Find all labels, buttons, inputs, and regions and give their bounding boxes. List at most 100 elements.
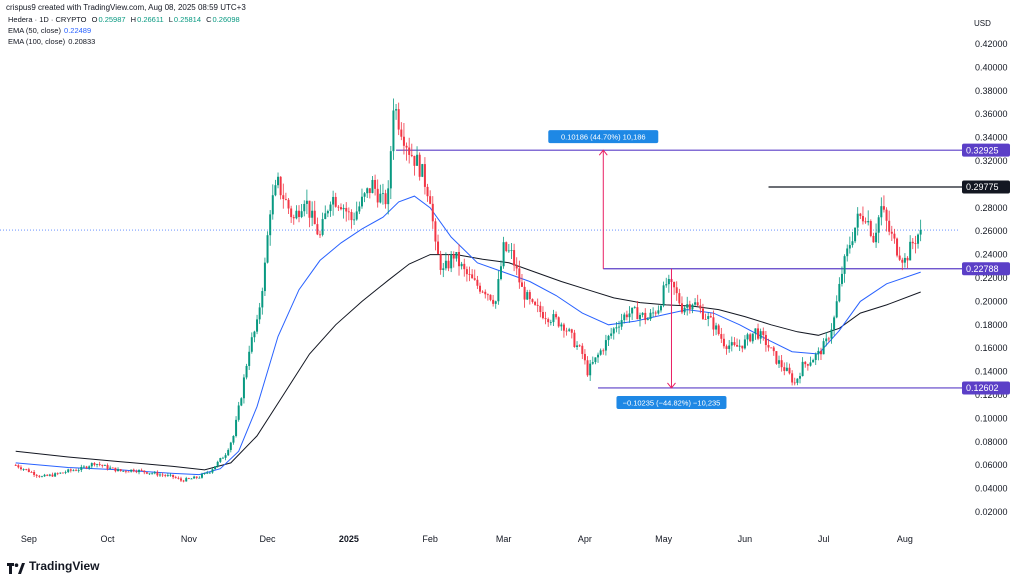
- candle-body[interactable]: [145, 472, 148, 474]
- candle-body[interactable]: [476, 279, 479, 286]
- candle-body[interactable]: [631, 307, 634, 314]
- candle-body[interactable]: [345, 207, 348, 212]
- candle-body[interactable]: [749, 334, 752, 342]
- candle-body[interactable]: [528, 292, 531, 300]
- candle-body[interactable]: [214, 466, 217, 470]
- candle-body[interactable]: [82, 466, 85, 468]
- candle-body[interactable]: [835, 301, 838, 318]
- candle-body[interactable]: [712, 317, 715, 330]
- candle-body[interactable]: [649, 312, 652, 320]
- candle-body[interactable]: [854, 227, 857, 242]
- candle-body[interactable]: [284, 199, 287, 200]
- candle-body[interactable]: [444, 260, 447, 269]
- candle-body[interactable]: [615, 327, 618, 329]
- candle-body[interactable]: [287, 199, 290, 209]
- candle-body[interactable]: [877, 217, 880, 233]
- candle-body[interactable]: [901, 259, 904, 263]
- candle-body[interactable]: [896, 238, 899, 256]
- candle-body[interactable]: [764, 334, 767, 346]
- candle-body[interactable]: [111, 467, 114, 469]
- candle-body[interactable]: [96, 464, 99, 465]
- candle-body[interactable]: [405, 145, 408, 148]
- candle-body[interactable]: [429, 196, 432, 204]
- candle-body[interactable]: [400, 129, 403, 137]
- candle-body[interactable]: [738, 345, 741, 347]
- candle-body[interactable]: [350, 212, 353, 221]
- candle-body[interactable]: [494, 301, 497, 304]
- candle-body[interactable]: [269, 214, 272, 236]
- candle-body[interactable]: [397, 109, 400, 130]
- candle-body[interactable]: [229, 442, 232, 450]
- candle-body[interactable]: [353, 219, 356, 221]
- candle-body[interactable]: [610, 333, 613, 336]
- candle-body[interactable]: [329, 204, 332, 212]
- candle-body[interactable]: [114, 467, 117, 472]
- candle-body[interactable]: [324, 213, 327, 220]
- candle-body[interactable]: [840, 273, 843, 284]
- candle-body[interactable]: [728, 345, 731, 349]
- candle-body[interactable]: [439, 253, 442, 270]
- candle-body[interactable]: [263, 262, 266, 292]
- candle-body[interactable]: [266, 235, 269, 263]
- candle-body[interactable]: [72, 470, 75, 472]
- candle-body[interactable]: [421, 164, 424, 177]
- candle-body[interactable]: [187, 478, 190, 479]
- candle-body[interactable]: [919, 230, 922, 235]
- candle-body[interactable]: [235, 419, 238, 436]
- candle-body[interactable]: [875, 232, 878, 243]
- candle-body[interactable]: [549, 322, 552, 323]
- candle-body[interactable]: [19, 467, 22, 470]
- candle-body[interactable]: [555, 314, 558, 318]
- candle-body[interactable]: [772, 347, 775, 352]
- candle-body[interactable]: [526, 292, 529, 300]
- candle-body[interactable]: [869, 221, 872, 236]
- candle-body[interactable]: [759, 331, 762, 339]
- candle-body[interactable]: [599, 350, 602, 355]
- candle-body[interactable]: [319, 234, 321, 236]
- candle-body[interactable]: [392, 110, 395, 152]
- candle-body[interactable]: [17, 465, 20, 468]
- candle-body[interactable]: [730, 342, 733, 346]
- candle-body[interactable]: [885, 209, 888, 221]
- candle-body[interactable]: [347, 211, 350, 213]
- candle-body[interactable]: [754, 328, 757, 334]
- candle-body[interactable]: [431, 203, 434, 222]
- candle-body[interactable]: [101, 464, 104, 466]
- candle-body[interactable]: [452, 254, 455, 259]
- candle-body[interactable]: [534, 301, 537, 305]
- candle-body[interactable]: [796, 378, 799, 383]
- candle-body[interactable]: [159, 474, 161, 476]
- candle-body[interactable]: [98, 464, 101, 465]
- candle-body[interactable]: [822, 341, 825, 355]
- candle-body[interactable]: [547, 319, 550, 323]
- candle-body[interactable]: [872, 235, 875, 243]
- candle-body[interactable]: [778, 360, 781, 364]
- candle-body[interactable]: [492, 299, 495, 304]
- candle-body[interactable]: [313, 210, 316, 225]
- candle-body[interactable]: [489, 294, 492, 300]
- candle-body[interactable]: [395, 109, 398, 111]
- candle-body[interactable]: [880, 206, 883, 218]
- candle-body[interactable]: [135, 471, 138, 473]
- candle-body[interactable]: [242, 377, 245, 399]
- candle-body[interactable]: [618, 326, 621, 328]
- candle-body[interactable]: [174, 477, 177, 478]
- ema50-legend[interactable]: EMA (50, close) 0.22489: [8, 26, 91, 36]
- candle-body[interactable]: [237, 405, 240, 420]
- candle-body[interactable]: [418, 154, 421, 177]
- candle-body[interactable]: [232, 435, 235, 443]
- candle-body[interactable]: [484, 291, 487, 295]
- candle-body[interactable]: [793, 382, 796, 384]
- candle-body[interactable]: [290, 208, 293, 218]
- candle-body[interactable]: [641, 312, 644, 315]
- candle-body[interactable]: [722, 338, 725, 347]
- candle-body[interactable]: [182, 480, 185, 482]
- candle-body[interactable]: [473, 278, 476, 280]
- candle-body[interactable]: [59, 472, 62, 474]
- candle-body[interactable]: [148, 473, 151, 475]
- candle-body[interactable]: [124, 470, 127, 472]
- candle-body[interactable]: [292, 217, 295, 219]
- candle-body[interactable]: [410, 154, 413, 156]
- candle-body[interactable]: [654, 312, 657, 314]
